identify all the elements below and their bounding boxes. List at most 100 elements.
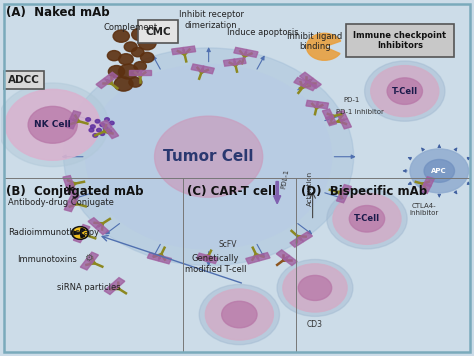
Polygon shape xyxy=(284,256,297,266)
Text: *: * xyxy=(64,183,74,201)
Text: Complement: Complement xyxy=(104,23,158,32)
Polygon shape xyxy=(86,252,99,262)
Text: Induce apoptosis: Induce apoptosis xyxy=(227,28,299,37)
Circle shape xyxy=(97,129,101,132)
Text: Inhibit ligand
binding: Inhibit ligand binding xyxy=(287,32,343,51)
Polygon shape xyxy=(299,232,312,242)
FancyBboxPatch shape xyxy=(4,71,44,89)
Circle shape xyxy=(410,149,469,193)
Text: CD3: CD3 xyxy=(307,320,323,329)
Circle shape xyxy=(91,125,95,129)
Polygon shape xyxy=(139,70,151,75)
Polygon shape xyxy=(63,176,73,185)
Text: (B)  Conjugated mAb: (B) Conjugated mAb xyxy=(6,185,144,198)
Circle shape xyxy=(109,121,114,125)
Circle shape xyxy=(283,264,347,312)
Polygon shape xyxy=(290,237,303,247)
Circle shape xyxy=(106,64,127,79)
Polygon shape xyxy=(172,48,184,54)
Text: Genetically
modified T-cell: Genetically modified T-cell xyxy=(185,254,246,274)
Text: NK Cell: NK Cell xyxy=(34,120,71,129)
Circle shape xyxy=(93,134,98,137)
Polygon shape xyxy=(183,46,196,53)
Circle shape xyxy=(117,79,130,89)
Polygon shape xyxy=(96,78,109,88)
Wedge shape xyxy=(307,33,341,60)
Text: ⚙: ⚙ xyxy=(84,253,92,263)
Circle shape xyxy=(89,129,94,132)
Polygon shape xyxy=(234,58,246,65)
Polygon shape xyxy=(129,70,141,75)
Circle shape xyxy=(86,64,331,249)
Polygon shape xyxy=(303,82,317,91)
Wedge shape xyxy=(80,229,85,233)
Polygon shape xyxy=(66,119,77,129)
Circle shape xyxy=(130,47,145,58)
Circle shape xyxy=(133,29,147,40)
Text: ScFV: ScFV xyxy=(218,240,237,249)
Polygon shape xyxy=(112,278,125,288)
Text: PDL-1: PDL-1 xyxy=(281,169,290,190)
Circle shape xyxy=(64,48,354,266)
Wedge shape xyxy=(80,233,85,237)
Text: ADCC: ADCC xyxy=(8,75,40,85)
Polygon shape xyxy=(322,109,333,119)
Circle shape xyxy=(298,276,332,300)
Text: (C) CAR-T cell: (C) CAR-T cell xyxy=(187,185,276,198)
Circle shape xyxy=(103,127,108,130)
Polygon shape xyxy=(246,256,259,264)
Polygon shape xyxy=(423,177,435,187)
Circle shape xyxy=(333,193,401,244)
Circle shape xyxy=(72,226,89,239)
Polygon shape xyxy=(104,72,118,82)
Circle shape xyxy=(105,118,109,121)
Polygon shape xyxy=(294,78,308,87)
Polygon shape xyxy=(276,250,290,260)
Polygon shape xyxy=(68,193,79,203)
Polygon shape xyxy=(66,184,76,194)
Text: Tumor Cell: Tumor Cell xyxy=(164,149,254,164)
Circle shape xyxy=(100,132,105,135)
Polygon shape xyxy=(70,111,81,121)
Circle shape xyxy=(222,301,257,328)
Circle shape xyxy=(132,60,148,72)
Polygon shape xyxy=(73,232,85,242)
Text: siRNA particles: siRNA particles xyxy=(57,283,121,292)
Text: Immunotoxins: Immunotoxins xyxy=(17,255,77,264)
Polygon shape xyxy=(191,64,204,72)
Polygon shape xyxy=(306,100,319,108)
Circle shape xyxy=(199,284,280,345)
Circle shape xyxy=(5,89,100,160)
Circle shape xyxy=(119,65,137,78)
Circle shape xyxy=(155,116,263,197)
Text: Antibody-drug Conjugate: Antibody-drug Conjugate xyxy=(8,198,114,207)
Polygon shape xyxy=(308,78,321,88)
Text: APC: APC xyxy=(431,168,447,174)
Polygon shape xyxy=(326,116,337,126)
Polygon shape xyxy=(234,47,246,55)
Polygon shape xyxy=(245,50,258,57)
Polygon shape xyxy=(337,111,347,121)
Polygon shape xyxy=(420,183,431,193)
Polygon shape xyxy=(201,66,214,74)
Polygon shape xyxy=(197,253,210,261)
FancyArrow shape xyxy=(273,182,281,204)
Polygon shape xyxy=(158,256,172,264)
Wedge shape xyxy=(74,231,80,235)
Text: (D)  Bispecific mAb: (D) Bispecific mAb xyxy=(301,185,427,198)
Circle shape xyxy=(371,66,439,117)
Text: Inhibit receptor
dimerization: Inhibit receptor dimerization xyxy=(179,10,244,30)
Circle shape xyxy=(349,205,385,232)
Circle shape xyxy=(139,51,155,64)
Circle shape xyxy=(125,42,137,52)
Text: CMC: CMC xyxy=(145,27,171,37)
Polygon shape xyxy=(96,224,109,235)
Circle shape xyxy=(277,260,353,316)
Text: T-Cell: T-Cell xyxy=(392,87,418,96)
Text: Radioimmunotherapy: Radioimmunotherapy xyxy=(8,229,99,237)
Text: PD-1 Inhibitor: PD-1 Inhibitor xyxy=(336,109,384,115)
Circle shape xyxy=(100,123,105,127)
Polygon shape xyxy=(88,218,101,228)
Circle shape xyxy=(205,289,273,340)
Polygon shape xyxy=(104,284,117,294)
